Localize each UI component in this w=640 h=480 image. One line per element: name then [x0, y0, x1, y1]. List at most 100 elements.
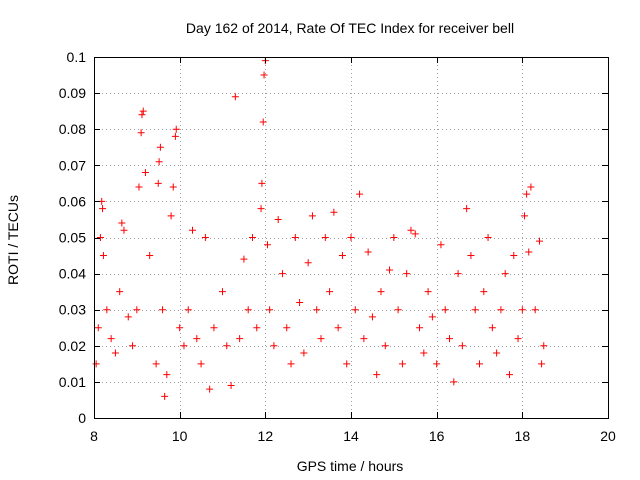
data-point	[531, 306, 539, 314]
y-tick-label: 0.09	[59, 85, 86, 101]
data-point	[257, 205, 265, 213]
data-point	[193, 335, 201, 343]
data-point	[484, 234, 492, 241]
data-point	[259, 118, 267, 126]
data-point	[343, 360, 351, 368]
data-point	[458, 342, 466, 350]
data-point	[99, 205, 107, 213]
data-point	[364, 248, 372, 256]
data-point	[118, 219, 126, 227]
data-point	[420, 349, 428, 357]
data-point	[248, 234, 256, 241]
data-point	[152, 360, 160, 368]
data-point	[156, 143, 164, 151]
x-tick-label: 12	[258, 428, 274, 444]
data-point	[260, 71, 268, 79]
data-point	[480, 288, 488, 296]
data-point	[139, 107, 147, 115]
data-point	[398, 360, 406, 368]
data-point	[416, 324, 424, 332]
data-point	[210, 324, 218, 332]
data-point	[351, 306, 359, 314]
data-point	[535, 237, 543, 245]
data-point	[527, 183, 535, 191]
data-point	[300, 349, 308, 357]
data-point	[274, 215, 282, 223]
data-point	[394, 306, 402, 314]
y-tick-label: 0.02	[59, 338, 86, 354]
data-point	[356, 190, 364, 198]
data-point	[330, 208, 338, 216]
data-point	[184, 306, 192, 314]
data-point	[334, 324, 342, 332]
data-point	[159, 306, 167, 314]
data-point	[258, 179, 266, 187]
data-point	[471, 306, 479, 314]
y-tick-label: 0.06	[59, 193, 86, 209]
data-point	[94, 324, 102, 332]
data-point	[476, 360, 483, 368]
data-point	[540, 342, 548, 350]
x-tick-label: 18	[515, 428, 531, 444]
data-point	[296, 298, 304, 306]
data-point	[189, 226, 197, 234]
data-point	[124, 313, 132, 321]
data-points	[92, 57, 548, 400]
data-point	[107, 335, 115, 343]
data-point	[368, 313, 376, 321]
data-point	[304, 259, 312, 267]
data-point	[154, 179, 162, 187]
y-tick-label: 0.03	[59, 302, 86, 318]
data-point	[308, 212, 316, 220]
x-tick-label: 16	[429, 428, 445, 444]
data-point	[231, 93, 239, 101]
data-point	[525, 248, 533, 256]
y-tick-label: 0.01	[59, 374, 86, 390]
data-point	[390, 234, 398, 241]
data-point	[111, 349, 119, 357]
data-point	[141, 169, 149, 177]
data-point	[236, 335, 244, 343]
data-point	[219, 288, 226, 296]
data-point	[138, 111, 146, 119]
data-point	[488, 324, 496, 332]
data-point	[283, 324, 291, 332]
data-point	[518, 306, 526, 314]
data-point	[172, 125, 180, 133]
y-tick-label: 0.04	[59, 266, 86, 282]
data-point	[424, 288, 432, 296]
data-point	[161, 392, 169, 400]
data-point	[223, 342, 231, 350]
data-point	[467, 252, 475, 260]
x-tick-label: 14	[343, 428, 359, 444]
data-point	[227, 382, 235, 390]
data-point	[96, 234, 104, 241]
data-point	[133, 306, 141, 314]
data-point	[103, 306, 111, 314]
x-tick-label: 8	[90, 428, 98, 444]
data-point	[326, 288, 334, 296]
data-point	[514, 335, 522, 343]
data-point	[407, 226, 415, 234]
data-point	[171, 132, 179, 140]
data-point	[381, 342, 389, 350]
data-point	[99, 252, 107, 260]
data-point	[135, 183, 143, 191]
y-tick-label: 0	[78, 410, 86, 426]
data-point	[523, 190, 531, 198]
x-axis-label: GPS time / hours	[297, 458, 404, 474]
data-point	[338, 252, 346, 260]
y-axis-label: ROTI / TECUs	[5, 195, 21, 285]
data-point	[373, 371, 381, 379]
data-point	[437, 241, 445, 249]
data-point	[428, 313, 436, 321]
data-point	[450, 378, 458, 386]
data-point	[321, 234, 329, 241]
data-point	[454, 270, 462, 278]
data-point	[520, 212, 528, 220]
x-tick-label: 20	[600, 428, 616, 444]
data-point	[463, 205, 471, 213]
data-point	[411, 230, 419, 238]
data-point	[270, 342, 278, 350]
